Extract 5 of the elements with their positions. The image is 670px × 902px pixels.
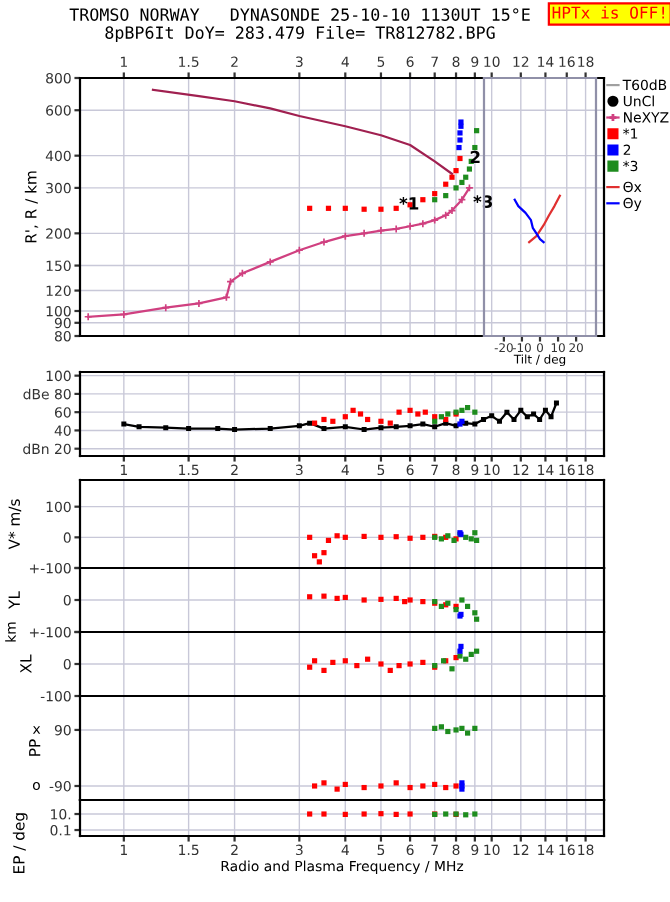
chart-subtitle: 8pBP6It DoY= 283.479 File= TR812782.BPG: [105, 25, 495, 43]
text: HPTx is OFF!: [552, 6, 664, 19]
annotation: *1: [399, 197, 419, 210]
chart-title: TROMSO NORWAY DYNASONDE 25-10-10 1130UT 15°E: [69, 8, 530, 21]
annotation: 2: [470, 150, 480, 164]
